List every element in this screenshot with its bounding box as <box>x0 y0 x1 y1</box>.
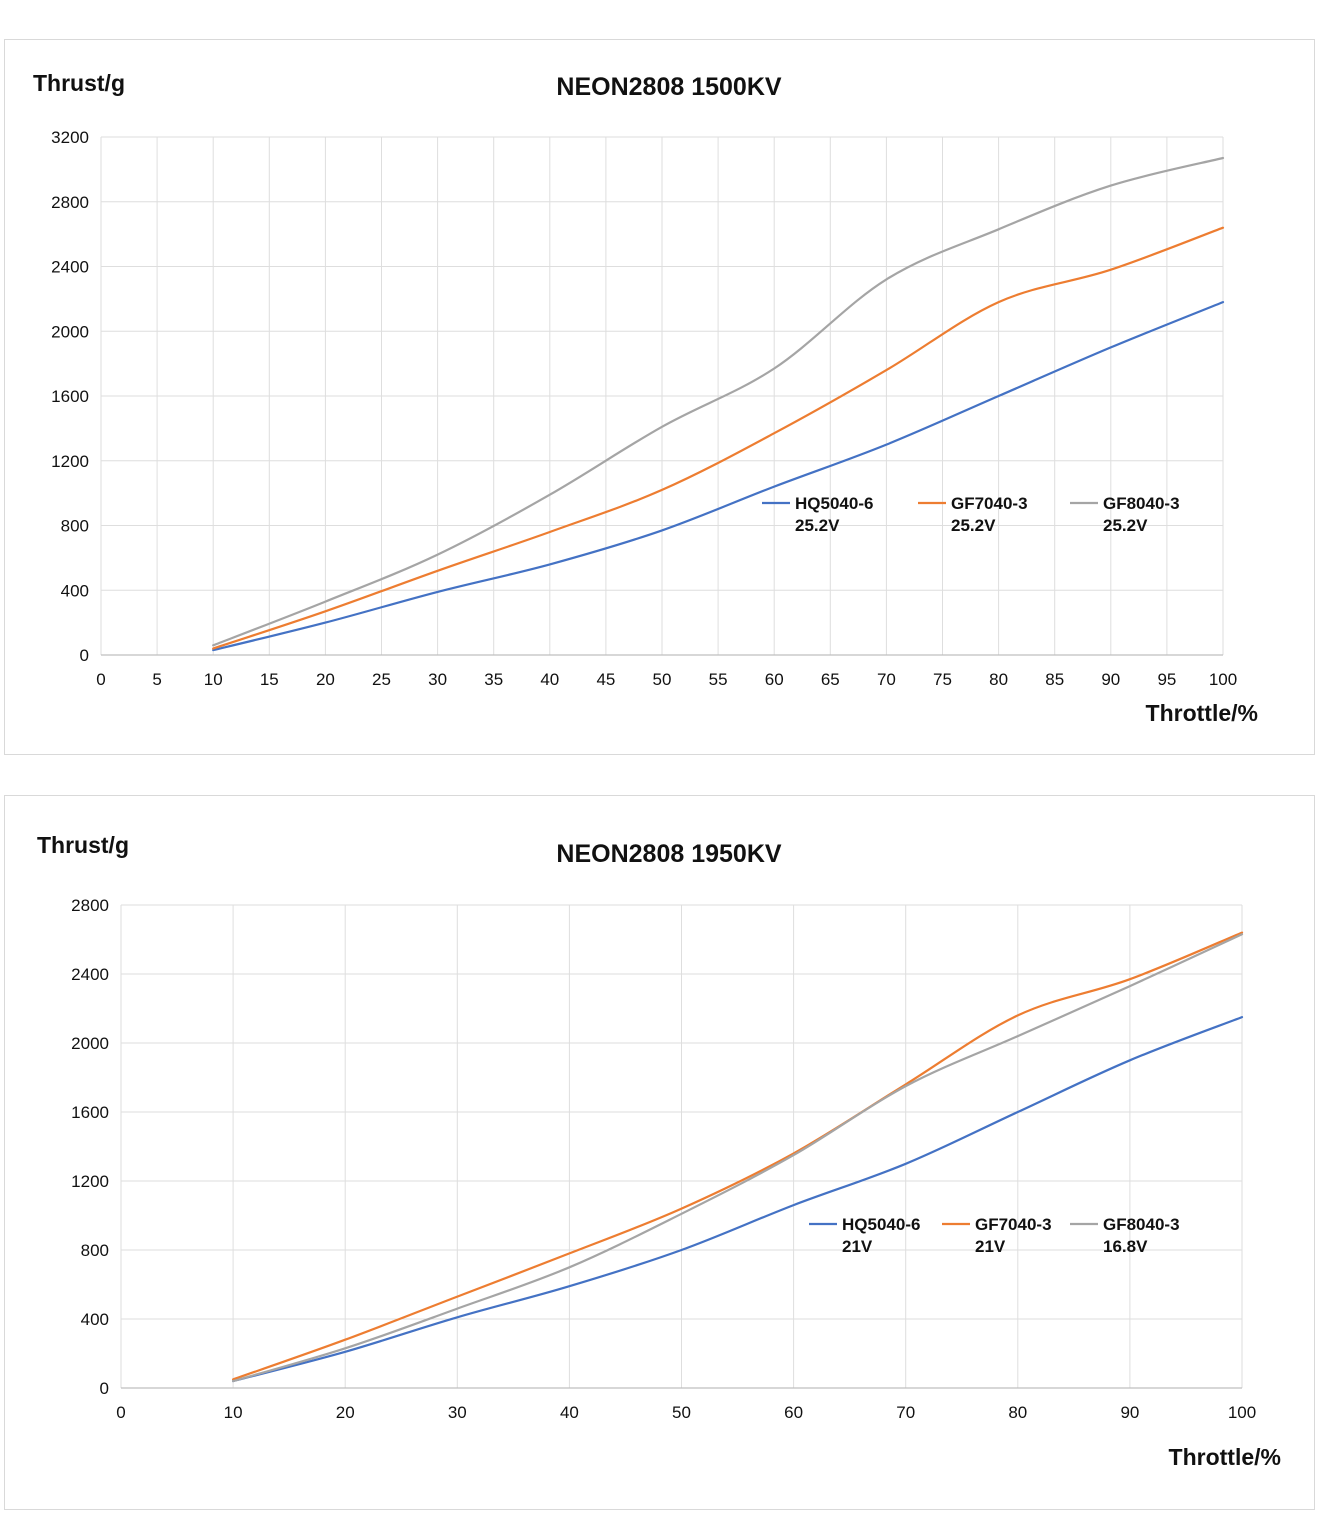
x-tick-label: 10 <box>224 1403 243 1422</box>
legend-voltage: 21V <box>975 1237 1006 1256</box>
legend-voltage: 25.2V <box>1103 516 1148 535</box>
x-tick-label: 90 <box>1101 670 1120 689</box>
x-tick-label: 0 <box>116 1403 125 1422</box>
x-tick-label: 70 <box>896 1403 915 1422</box>
x-tick-label: 70 <box>877 670 896 689</box>
chart-panel-1950kv: 0 400 800 1200 1600 2000 2400 2800 0 10 20 30 40 50 60… <box>4 795 1315 1510</box>
x-tick-label: 0 <box>96 670 105 689</box>
x-tick-label: 90 <box>1120 1403 1139 1422</box>
x-tick-label: 30 <box>448 1403 467 1422</box>
x-tick-label: 40 <box>560 1403 579 1422</box>
legend-label: GF8040-3 <box>1103 1215 1180 1234</box>
y-tick-label: 0 <box>80 646 89 665</box>
x-tick-label: 95 <box>1157 670 1176 689</box>
series-line-gf8040-3 <box>232 933 1244 1383</box>
x-tick-label: 25 <box>372 670 391 689</box>
series-line-hq5040-6 <box>232 1016 1244 1383</box>
x-tick-label: 10 <box>204 670 223 689</box>
y-axis-title: Thrust/g <box>33 70 125 96</box>
x-tick-label: 20 <box>316 670 335 689</box>
x-tick-label: 60 <box>784 1403 803 1422</box>
legend-label: HQ5040-6 <box>842 1215 920 1234</box>
y-tick-label: 1600 <box>51 387 89 406</box>
y-tick-label: 2000 <box>71 1034 109 1053</box>
x-tick-label: 35 <box>484 670 503 689</box>
x-tick-label: 50 <box>672 1403 691 1422</box>
x-tick-label: 80 <box>1008 1403 1027 1422</box>
x-tick-label: 30 <box>428 670 447 689</box>
x-tick-label: 20 <box>336 1403 355 1422</box>
y-tick-label: 800 <box>61 517 89 536</box>
x-tick-label: 100 <box>1228 1403 1256 1422</box>
chart-title: NEON2808 1500KV <box>556 73 781 101</box>
y-tick-label: 800 <box>81 1241 109 1260</box>
x-tick-label: 15 <box>260 670 279 689</box>
series-line-gf7040-3 <box>212 226 1225 650</box>
legend-label: GF7040-3 <box>951 494 1028 513</box>
series-line-hq5040-6 <box>212 301 1225 652</box>
y-tick-label: 2800 <box>51 193 89 212</box>
y-tick-label: 2800 <box>71 896 109 915</box>
x-tick-label: 50 <box>653 670 672 689</box>
y-tick-label: 2000 <box>51 322 89 341</box>
y-tick-label: 400 <box>61 581 89 600</box>
legend-label: GF8040-3 <box>1103 494 1180 513</box>
x-axis-title: Throttle/% <box>1146 700 1258 726</box>
series-line-gf7040-3 <box>232 931 1244 1381</box>
legend-label: HQ5040-6 <box>795 494 873 513</box>
chart-title: NEON2808 1950KV <box>556 840 781 868</box>
y-axis-title: Thrust/g <box>37 832 129 858</box>
x-tick-label: 55 <box>709 670 728 689</box>
y-tick-label: 2400 <box>71 965 109 984</box>
y-tick-label: 0 <box>100 1379 109 1398</box>
x-tick-label: 40 <box>540 670 559 689</box>
legend-voltage: 25.2V <box>795 516 840 535</box>
legend-voltage: 25.2V <box>951 516 996 535</box>
chart-1950kv: 0 400 800 1200 1600 2000 2400 2800 0 10 20 30 40 50 60… <box>37 832 1281 1470</box>
legend-voltage: 16.8V <box>1103 1237 1148 1256</box>
x-tick-label: 75 <box>933 670 952 689</box>
x-tick-label: 65 <box>821 670 840 689</box>
y-tick-label: 3200 <box>51 128 89 147</box>
y-tick-label: 2400 <box>51 258 89 277</box>
x-axis-title: Throttle/% <box>1169 1444 1281 1470</box>
x-tick-label: 5 <box>152 670 161 689</box>
chart-1500kv: 0 400 800 1200 1600 2000 2400 2800 3200 0 5 10 15 20 2… <box>33 70 1258 726</box>
x-tick-label: 85 <box>1045 670 1064 689</box>
x-tick-label: 100 <box>1209 670 1237 689</box>
y-tick-label: 1600 <box>71 1103 109 1122</box>
legend-label: GF7040-3 <box>975 1215 1052 1234</box>
chart-panel-1500kv: 0 400 800 1200 1600 2000 2400 2800 3200 0 5 10 15 20 2… <box>4 39 1315 755</box>
x-tick-label: 45 <box>596 670 615 689</box>
y-tick-label: 1200 <box>51 452 89 471</box>
y-tick-label: 400 <box>81 1310 109 1329</box>
x-tick-label: 60 <box>765 670 784 689</box>
x-tick-label: 80 <box>989 670 1008 689</box>
legend-voltage: 21V <box>842 1237 873 1256</box>
y-tick-label: 1200 <box>71 1172 109 1191</box>
series-line-gf8040-3 <box>212 156 1225 647</box>
